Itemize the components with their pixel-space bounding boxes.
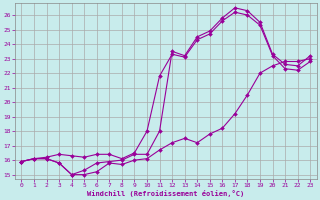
X-axis label: Windchill (Refroidissement éolien,°C): Windchill (Refroidissement éolien,°C) bbox=[87, 190, 244, 197]
